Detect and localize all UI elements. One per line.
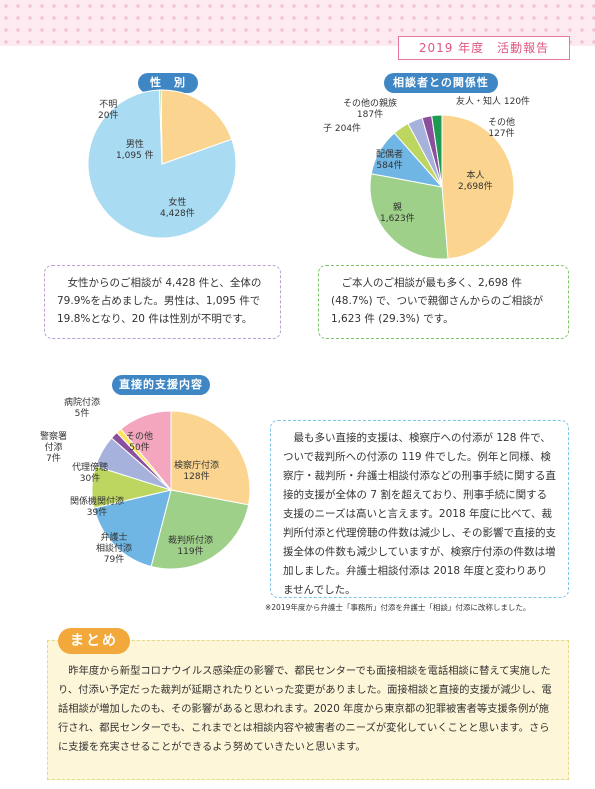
- relation-pie-chart: [369, 114, 515, 260]
- relation-label-self: 本人 2,698件: [458, 171, 493, 192]
- relation-slice-6: [431, 114, 443, 188]
- relation-label-child: 子 204件: [323, 124, 362, 134]
- footnote: ※2019年度から弁護士「事務所」付添を弁護士「相談」付添に改称しました。: [265, 603, 531, 612]
- support-label-lawyer: 弁護士 相談付添 79件: [96, 533, 133, 565]
- support-slice-0: [170, 410, 251, 506]
- support-slice-1: [150, 489, 250, 570]
- support-label-hospital: 病院付添 5件: [64, 398, 101, 419]
- relation-label-other-relative: その他の親族 187件: [343, 99, 398, 120]
- relation-label-friend: 友人・知人 120件: [456, 97, 531, 107]
- relation-slice-0: [441, 114, 515, 260]
- support-label-court: 裁判所付添 119件: [168, 536, 214, 557]
- support-slice-7: [120, 410, 172, 492]
- relation-label-parent: 親 1,623件: [380, 203, 415, 224]
- gender-pie-chart: [87, 89, 237, 239]
- gender-label-male: 男性 1,095 件: [116, 140, 154, 161]
- summary-text: 昨年度から新型コロナウイルス感染症の影響で、都民センターでも面接相談を電話相談に…: [58, 665, 552, 753]
- support-label-agent: 代理傍聴 30件: [72, 463, 109, 484]
- gender-slice-2: [158, 89, 163, 165]
- support-slice-2: [93, 489, 172, 568]
- support-label-police: 警察署 付添 7件: [40, 432, 68, 464]
- support-label-agency: 関係機関付添 39件: [70, 497, 125, 518]
- relation-label-spouse: 配偶者 584件: [376, 150, 404, 171]
- support-label-prosecutor: 検察庁付添 128件: [174, 461, 220, 482]
- relation-slice-1: [369, 173, 449, 260]
- report-title: 2019 年度 活動報告: [398, 36, 570, 60]
- gender-note: 女性からのご相談が 4,428 件と、全体の 79.9%を占めました。男性は、1…: [44, 265, 281, 339]
- relation-chart-title: 相談者との関係性: [384, 73, 498, 93]
- summary-box: [47, 640, 569, 780]
- header-band: [0, 0, 595, 46]
- gender-chart-title: 性 別: [138, 73, 198, 93]
- gender-label-unknown: 不明 20件: [98, 100, 119, 121]
- support-chart-title: 直接的支援内容: [112, 375, 210, 395]
- summary-tag: まとめ: [58, 628, 130, 654]
- relation-note: ご本人のご相談が最も多く、2,698 件 (48.7%) で、ついで親御さんから…: [318, 265, 569, 339]
- relation-label-other: その他 127件: [488, 118, 516, 139]
- gender-label-female: 女性 4,428件: [160, 198, 195, 219]
- support-note: 最も多い直接的支援は、検察庁への付添が 128 件で、ついで裁判所への付添の 1…: [270, 420, 569, 598]
- support-pie-chart: [91, 410, 251, 570]
- support-label-other: その他 50件: [126, 432, 154, 453]
- gender-slice-1: [160, 89, 233, 165]
